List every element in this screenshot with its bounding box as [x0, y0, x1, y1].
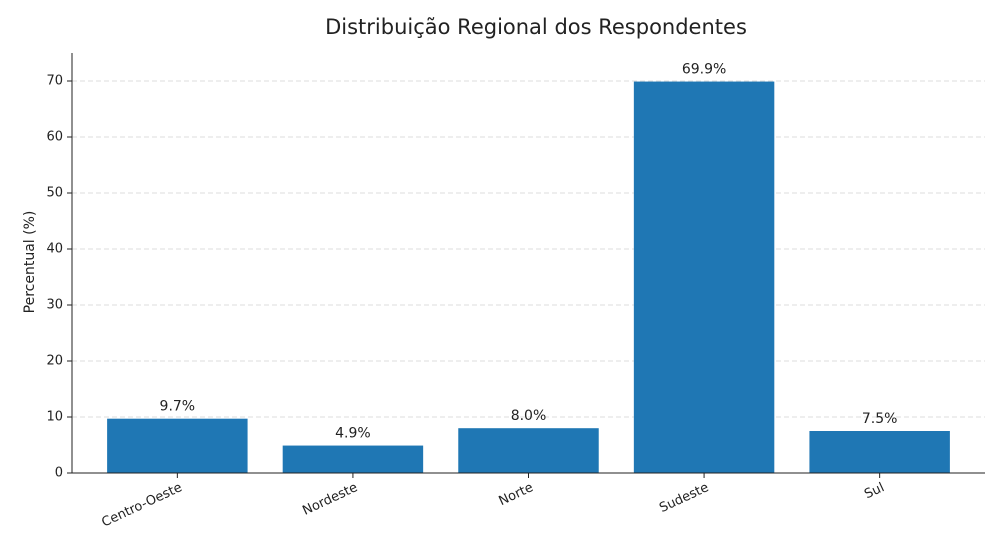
y-tick-label: 30 — [46, 298, 63, 313]
y-axis-label: Percentual (%) — [22, 211, 38, 314]
y-tick-label: 50 — [46, 186, 63, 201]
x-tick-label: Centro-Oeste — [99, 480, 184, 530]
y-tick-label: 20 — [46, 354, 63, 369]
bar — [809, 431, 950, 473]
x-tick-label: Sul — [862, 480, 887, 502]
y-tick-label: 70 — [46, 74, 63, 89]
bar — [458, 428, 599, 473]
bar — [633, 81, 775, 473]
value-label: 8.0% — [511, 408, 547, 424]
chart-title: Distribuição Regional dos Respondentes — [325, 15, 747, 39]
value-label: 7.5% — [862, 411, 898, 427]
value-label: 9.7% — [160, 399, 196, 415]
y-tick-label: 60 — [46, 130, 63, 145]
x-tick-label: Nordeste — [300, 480, 360, 518]
y-tick-label: 40 — [46, 242, 63, 257]
x-tick-label: Norte — [497, 480, 536, 509]
y-tick-label: 0 — [55, 466, 63, 481]
bar — [282, 445, 424, 473]
x-tick-label: Sudeste — [657, 480, 711, 516]
value-label: 4.9% — [335, 426, 371, 442]
bar — [107, 418, 248, 473]
value-label: 69.9% — [682, 62, 726, 78]
y-tick-label: 10 — [46, 410, 63, 425]
